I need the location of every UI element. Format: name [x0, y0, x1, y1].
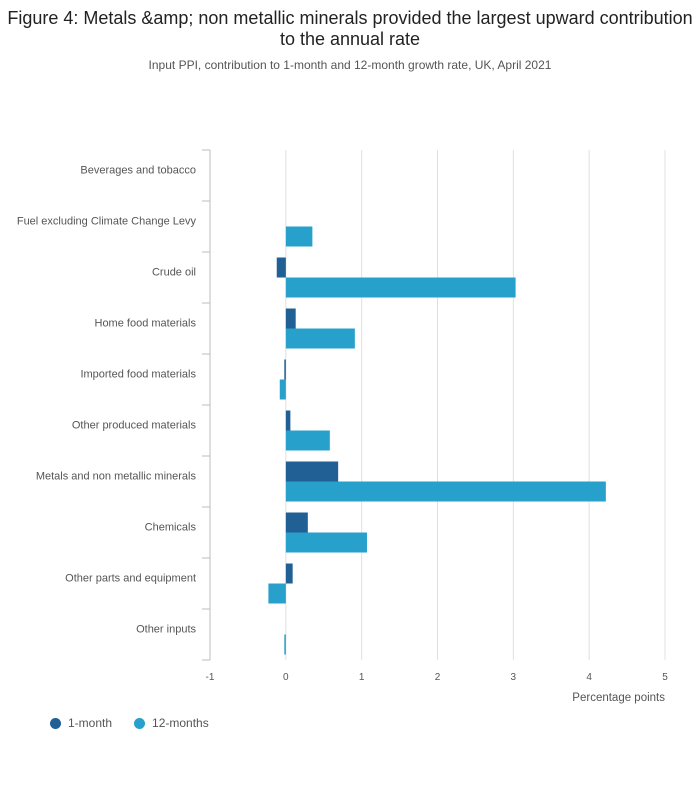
bar-1-month-5	[284, 359, 286, 380]
category-label: Crude oil	[152, 267, 196, 279]
bar-12-months-10	[284, 634, 286, 655]
x-tick-label: 3	[511, 672, 517, 683]
x-tick-label: 2	[435, 672, 441, 683]
x-tick-label: 5	[662, 672, 668, 683]
legend-label-12-months: 12-months	[152, 716, 209, 730]
category-label: Other inputs	[136, 624, 196, 636]
x-tick-label: 0	[283, 672, 289, 683]
category-label: Chemicals	[145, 522, 197, 534]
category-label: Other parts and equipment	[65, 573, 196, 585]
bar-12-months-2	[285, 226, 313, 247]
bar-1-month-6	[285, 410, 291, 431]
x-tick-label: 4	[586, 672, 592, 683]
category-label: Fuel excluding Climate Change Levy	[17, 216, 197, 228]
bar-12-months-8	[285, 532, 367, 553]
bar-12-months-6	[285, 430, 330, 451]
legend-item-1-month[interactable]: 1-month	[50, 716, 112, 730]
x-axis-label: Percentage points	[572, 692, 665, 704]
bar-1-month-3	[276, 257, 286, 278]
x-tick-label: -1	[206, 672, 215, 683]
legend: 1-month 12-months	[50, 716, 209, 730]
chart-subtitle: Input PPI, contribution to 1-month and 1…	[148, 58, 552, 72]
bar-12-months-7	[285, 481, 606, 502]
bar-1-month-8	[285, 512, 308, 533]
legend-swatch-12-months	[134, 717, 146, 729]
bar-12-months-4	[285, 328, 355, 349]
category-label: Other produced materials	[72, 420, 197, 432]
chart-title: Figure 4: Metals &amp; non metallic mine…	[7, 8, 693, 49]
legend-swatch-1-month	[50, 717, 61, 729]
legend-item-12-months[interactable]: 12-months	[134, 716, 209, 730]
bar-12-months-9	[268, 583, 286, 604]
bar-12-months-3	[285, 277, 516, 298]
bar-1-month-7	[285, 461, 339, 482]
x-tick-label: 1	[359, 672, 365, 683]
category-label: Metals and non metallic minerals	[36, 471, 197, 483]
bar-1-month-4	[285, 308, 296, 329]
bar-12-months-5	[279, 379, 286, 400]
bar-chart: Beverages and tobacco Fuel excluding Clim…	[17, 149, 668, 704]
category-label: Home food materials	[95, 318, 197, 330]
category-label: Imported food materials	[80, 369, 196, 381]
legend-label-1-month: 1-month	[68, 716, 113, 730]
category-label: Beverages and tobacco	[80, 165, 196, 177]
bar-1-month-9	[285, 563, 293, 584]
